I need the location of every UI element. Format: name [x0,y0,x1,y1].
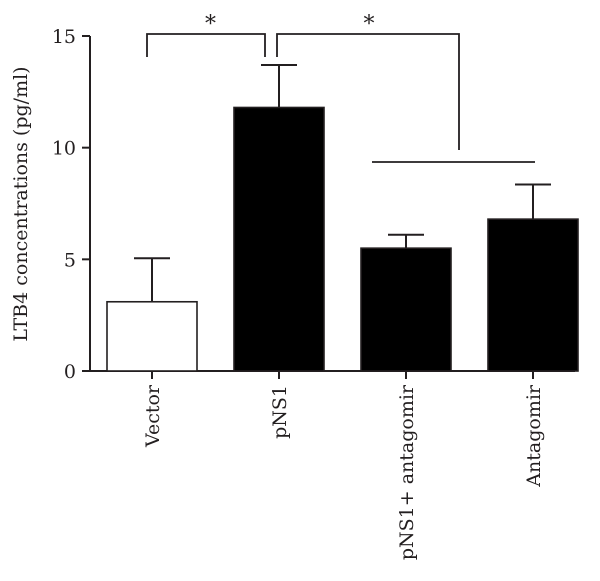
error-bars [134,64,551,302]
x-category-label: pNS1 [269,385,291,439]
x-category-label: Vector [142,384,164,448]
bars [106,106,579,372]
x-category-label: pNS1+ antagomir [396,384,418,560]
bar [360,247,452,372]
significance-brackets: * * [146,12,535,163]
bar [487,218,579,372]
y-tick-label: 10 [52,138,76,160]
significance-bracket [146,33,266,57]
x-category-label: Antagomir [523,384,545,488]
significance-star: * [205,12,216,37]
bar [233,106,325,372]
axes: 0 5 10 15 Vector pNS1 pNS1+ antagomir Antagomir [52,26,575,560]
significance-star: * [364,12,375,37]
y-axis-label: LTB4 concentrations (pg/ml) [10,66,32,341]
y-tick-label: 5 [64,249,76,271]
y-tick-label: 0 [64,361,76,383]
significance-bracket [276,33,460,150]
y-tick-label: 15 [52,26,76,48]
bar [106,300,198,372]
